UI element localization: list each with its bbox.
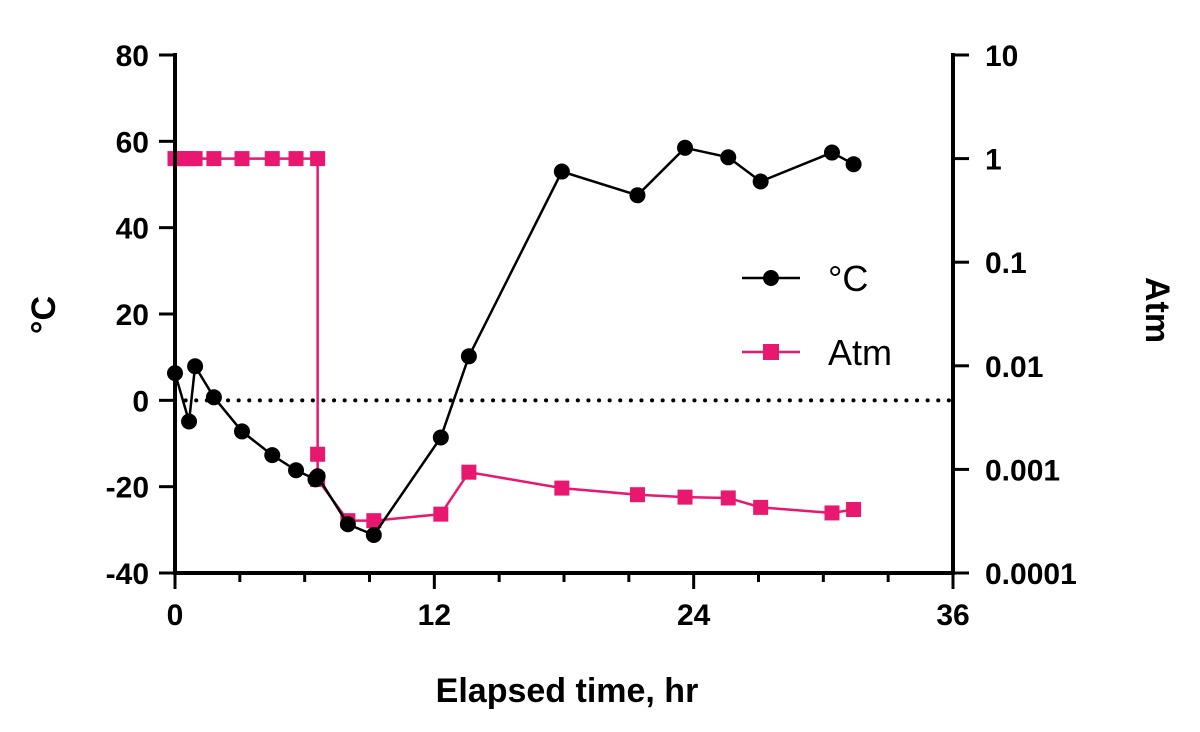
left-y-tick-label: -20: [106, 472, 149, 505]
data-point-atm: [234, 151, 250, 167]
legend-item-temperature: °C: [742, 258, 868, 299]
data-point-atm: [310, 446, 326, 462]
left-y-axis-label: °C: [25, 296, 63, 334]
data-point-atm: [433, 506, 449, 522]
data-point-atm: [288, 151, 304, 167]
data-point-atm: [310, 151, 326, 167]
right-y-tick-label: 0.0001: [985, 558, 1077, 591]
x-tick-label: 36: [936, 599, 969, 632]
plot-area: [167, 139, 955, 544]
legend-item-atm: Atm: [742, 332, 892, 373]
series-line-temperature: [173, 146, 855, 537]
data-point-temperature: [339, 516, 356, 533]
data-point-atm: [720, 490, 736, 506]
right-y-tick-label: 10: [985, 40, 1018, 73]
data-point-temperature: [309, 468, 326, 485]
data-point-temperature: [845, 156, 862, 173]
left-y-tick-label: 0: [132, 385, 149, 418]
data-point-temperature: [187, 358, 204, 375]
left-y-tick-label: 60: [116, 126, 149, 159]
data-point-temperature: [720, 149, 737, 166]
right-y-tick-label: 1: [985, 144, 1002, 177]
data-point-atm: [206, 151, 222, 167]
legend-marker-circle: [763, 270, 779, 286]
x-axis-label: Elapsed time, hr: [436, 672, 699, 710]
legend-label-temperature: °C: [828, 258, 868, 299]
data-point-temperature: [677, 139, 694, 156]
data-point-atm: [753, 499, 769, 515]
legend-label-atm: Atm: [828, 332, 892, 373]
right-y-tick-label: 0.001: [985, 454, 1060, 487]
x-tick-label: 24: [677, 599, 711, 632]
data-point-temperature: [553, 163, 570, 180]
data-point-temperature: [205, 389, 222, 406]
data-point-atm: [187, 151, 203, 167]
series-line-atm: [175, 157, 854, 522]
data-point-temperature: [264, 447, 281, 464]
data-point-atm: [264, 151, 280, 167]
data-point-atm: [554, 480, 570, 496]
data-point-temperature: [181, 413, 198, 430]
left-y-tick-label: 40: [116, 213, 149, 246]
left-y-tick-label: 80: [116, 40, 149, 73]
right-y-tick-label: 0.1: [985, 247, 1027, 280]
data-point-temperature: [629, 187, 646, 204]
data-point-atm: [824, 505, 840, 521]
data-point-atm: [677, 489, 693, 505]
left-y-tick-label: 20: [116, 299, 149, 332]
data-point-atm: [461, 464, 477, 480]
data-point-temperature: [432, 429, 449, 446]
left-y-tick-label: -40: [106, 558, 149, 591]
data-point-atm: [846, 502, 862, 518]
data-point-temperature: [233, 423, 250, 440]
data-point-atm: [629, 487, 645, 503]
data-point-temperature: [823, 144, 840, 161]
legend-marker-square: [763, 344, 779, 360]
x-tick-label: 12: [418, 599, 451, 632]
data-point-temperature: [752, 173, 769, 190]
legend: °C Atm: [742, 258, 892, 373]
x-tick-label: 0: [167, 599, 184, 632]
right-y-tick-label: 0.01: [985, 351, 1043, 384]
data-point-temperature: [460, 348, 477, 365]
data-point-temperature: [365, 527, 382, 544]
data-point-atm: [366, 513, 382, 529]
axes: 0 12 24 36 -40 -20 0 20 40 60 80 0.0001 0.001 0.01 0.1…: [106, 40, 1077, 632]
data-point-temperature: [288, 462, 305, 479]
right-y-axis-label: Atm: [1138, 277, 1176, 343]
